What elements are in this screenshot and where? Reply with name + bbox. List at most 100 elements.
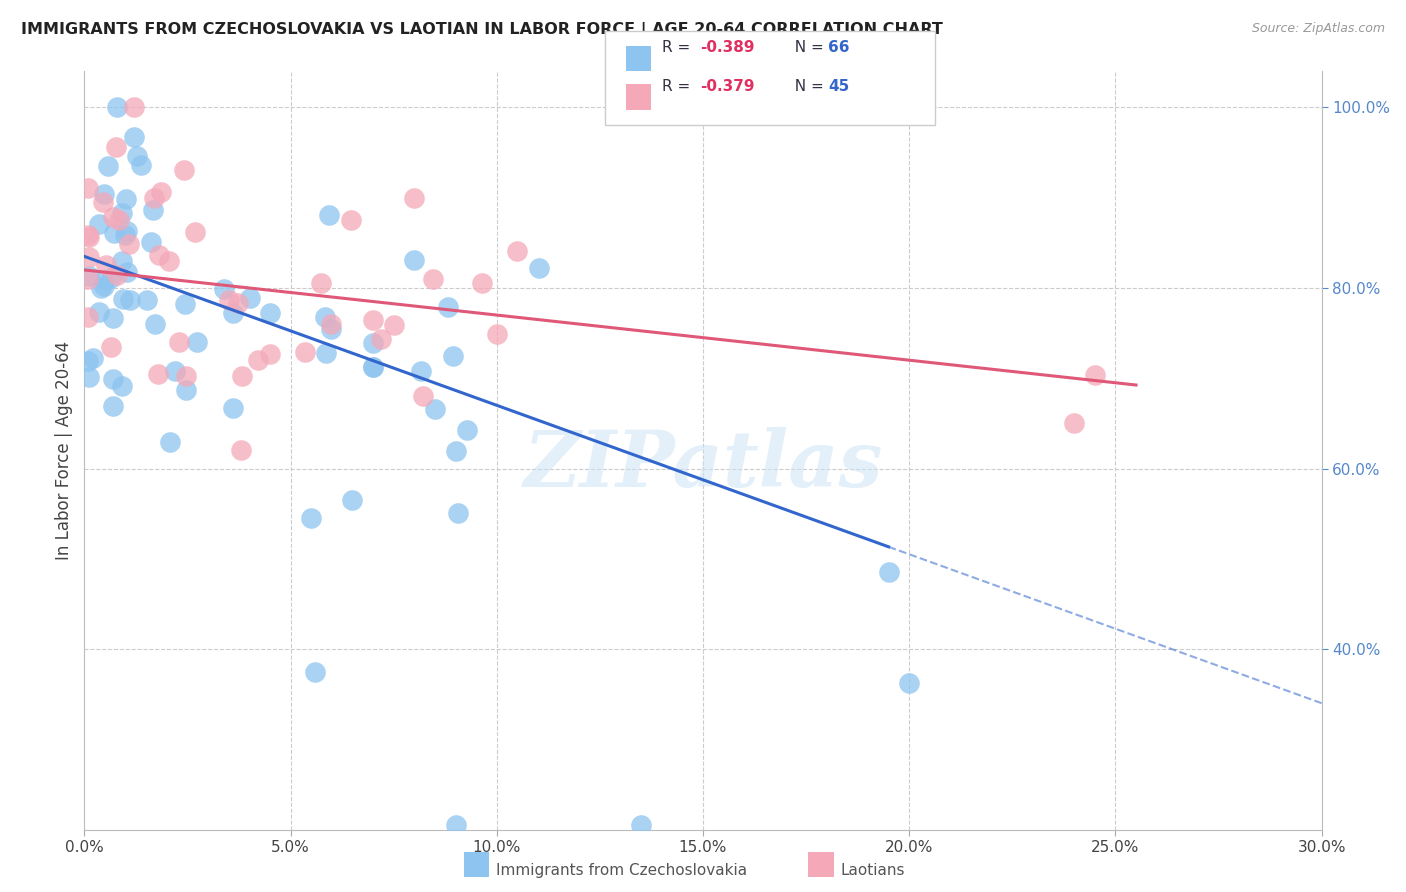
Point xyxy=(112,292,135,306)
Point xyxy=(93,279,115,293)
Point xyxy=(315,345,337,359)
Point xyxy=(174,297,197,311)
Point xyxy=(409,364,432,378)
Point xyxy=(108,213,131,227)
Point xyxy=(229,443,252,458)
Y-axis label: In Labor Force | Age 20-64: In Labor Force | Age 20-64 xyxy=(55,341,73,560)
Text: N =: N = xyxy=(785,40,828,55)
Point xyxy=(342,493,364,508)
Point xyxy=(100,340,122,354)
Point xyxy=(361,313,384,327)
Point xyxy=(143,191,166,205)
Point xyxy=(1063,416,1085,430)
Point xyxy=(222,306,245,320)
Point xyxy=(361,336,384,351)
Point xyxy=(139,235,162,249)
Text: Source: ZipAtlas.com: Source: ZipAtlas.com xyxy=(1251,22,1385,36)
Point xyxy=(101,210,124,224)
Point xyxy=(370,332,392,346)
Point xyxy=(169,334,191,349)
Point xyxy=(441,349,464,363)
Text: R =: R = xyxy=(662,78,696,94)
Point xyxy=(79,250,101,264)
Point xyxy=(96,258,118,272)
Point xyxy=(319,322,342,336)
Point xyxy=(111,206,134,220)
Point xyxy=(174,384,197,398)
Point xyxy=(101,310,124,325)
Point xyxy=(485,326,508,341)
Point xyxy=(115,224,138,238)
Point xyxy=(422,272,444,286)
Point xyxy=(105,140,128,154)
Point xyxy=(135,293,157,307)
Point xyxy=(90,281,112,295)
Point xyxy=(143,317,166,331)
Point xyxy=(898,676,921,690)
Text: ZIPatlas: ZIPatlas xyxy=(523,427,883,504)
Point xyxy=(122,100,145,114)
Point xyxy=(382,318,405,333)
Point xyxy=(118,236,141,251)
Point xyxy=(117,265,139,279)
Point xyxy=(246,353,269,368)
Point xyxy=(214,282,236,296)
Point xyxy=(314,310,336,325)
Point xyxy=(129,158,152,172)
Text: R =: R = xyxy=(662,40,696,55)
Point xyxy=(114,227,136,242)
Point xyxy=(115,192,138,206)
Point xyxy=(436,300,458,314)
Point xyxy=(877,565,900,579)
Point xyxy=(456,423,478,437)
Point xyxy=(105,100,128,114)
Point xyxy=(77,268,100,283)
Text: -0.379: -0.379 xyxy=(700,78,755,94)
Point xyxy=(444,443,467,458)
Point xyxy=(82,351,104,365)
Point xyxy=(231,368,253,383)
Point xyxy=(1084,368,1107,382)
Point xyxy=(101,400,124,414)
Point xyxy=(630,818,652,832)
Point xyxy=(159,435,181,450)
Point xyxy=(77,230,100,244)
Point xyxy=(506,244,529,258)
Point xyxy=(77,272,100,286)
Point xyxy=(105,268,128,282)
Point xyxy=(361,360,384,375)
Text: Immigrants from Czechoslovakia: Immigrants from Czechoslovakia xyxy=(496,863,748,878)
Point xyxy=(142,202,165,217)
Text: -0.389: -0.389 xyxy=(700,40,755,55)
Point xyxy=(157,253,180,268)
Point xyxy=(173,162,195,177)
Point xyxy=(149,185,172,199)
Point xyxy=(527,261,550,276)
Point xyxy=(319,317,342,331)
Point xyxy=(259,306,281,320)
Point xyxy=(444,818,467,832)
Point xyxy=(163,363,186,377)
Point xyxy=(101,371,124,385)
Point xyxy=(404,253,426,268)
Text: 66: 66 xyxy=(828,40,849,55)
Point xyxy=(122,129,145,144)
Point xyxy=(77,369,100,384)
Point xyxy=(111,378,134,392)
Point xyxy=(239,291,262,305)
Point xyxy=(77,181,100,195)
Point xyxy=(103,226,125,240)
Point xyxy=(404,190,426,204)
Point xyxy=(77,354,100,368)
Point xyxy=(89,217,111,231)
Point xyxy=(77,227,100,242)
Text: Laotians: Laotians xyxy=(841,863,905,878)
Point xyxy=(110,254,132,268)
Point xyxy=(94,273,117,287)
Point xyxy=(318,208,340,222)
Point xyxy=(97,159,120,173)
Point xyxy=(125,149,148,163)
Text: IMMIGRANTS FROM CZECHOSLOVAKIA VS LAOTIAN IN LABOR FORCE | AGE 20-64 CORRELATION: IMMIGRANTS FROM CZECHOSLOVAKIA VS LAOTIA… xyxy=(21,22,943,38)
Point xyxy=(100,271,122,285)
Point xyxy=(309,276,332,290)
